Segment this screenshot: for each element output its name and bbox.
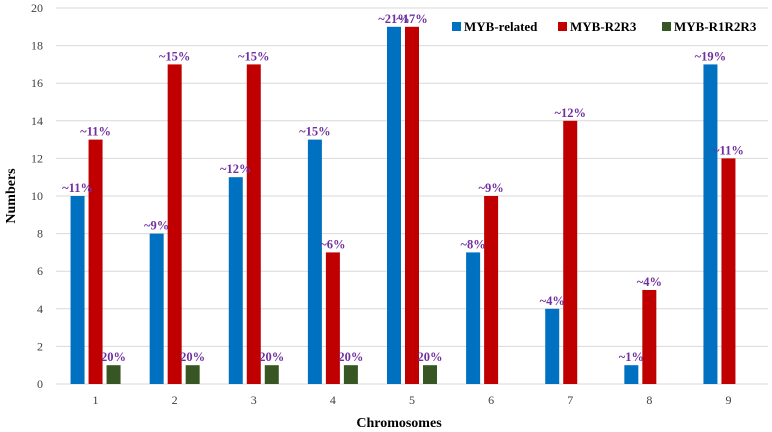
bar-myb-r2r3 [88,139,103,384]
bar-myb-related [228,177,243,384]
y-tick-label: 6 [37,264,43,278]
data-label: ~11% [80,125,111,139]
data-label: ~1% [619,350,644,364]
data-label: ~9% [478,181,503,195]
data-label: ~17% [396,12,428,26]
x-tick-label: 6 [488,393,494,407]
bar-myb-r1r2r3 [185,365,200,384]
x-tick-label: 3 [251,393,257,407]
bars [70,26,736,385]
legend-swatch [662,22,671,31]
data-label: ~4% [637,275,662,289]
bar-myb-r1r2r3 [343,365,358,384]
data-label: 20% [101,350,126,364]
x-axis-label: Chromosomes [356,416,442,431]
data-label: ~12% [554,106,586,120]
y-tick-label: 20 [31,1,43,15]
bar-myb-related [703,64,718,385]
bar-myb-r2r3 [325,252,340,384]
bar-myb-related [545,308,560,384]
data-label: ~12% [220,162,252,176]
x-tick-label: 4 [330,393,336,407]
y-tick-label: 16 [31,76,43,90]
x-tick-label: 7 [567,393,573,407]
legend: MYB-related MYB-R2R3 MYB-R1R2R3 [452,19,757,34]
legend-swatch [558,22,567,31]
legend-entry: MYB-related [464,19,538,34]
data-label: 20% [180,350,205,364]
y-tick-label: 0 [37,377,43,391]
bar-myb-related [149,233,164,384]
data-label: ~4% [540,294,565,308]
data-label: 20% [418,350,443,364]
data-label: ~15% [159,49,191,63]
y-tick-label: 8 [37,227,43,241]
bar-myb-related [466,252,481,384]
x-tick-label: 1 [93,393,99,407]
data-label: ~21% [378,12,410,26]
bar-myb-r2r3 [642,290,657,384]
data-label: 20% [259,350,284,364]
bar-myb-related [387,26,401,385]
legend-swatch [452,22,461,31]
data-label: ~19% [695,49,727,63]
bar-myb-r2r3 [167,64,182,385]
y-tick-label: 4 [37,302,43,316]
bar-myb-r1r2r3 [106,365,121,384]
bar-myb-r2r3 [246,64,261,385]
bar-myb-r2r3 [563,120,578,385]
legend-entry: MYB-R2R3 [570,19,637,34]
data-label: 20% [338,350,363,364]
legend-entry: MYB-R1R2R3 [674,19,757,34]
y-axis-label: Numbers [4,168,19,224]
data-label: ~15% [299,125,331,139]
x-tick-label: 8 [646,393,652,407]
x-tick-labels: 1 2 3 4 5 6 7 8 9 [93,393,732,407]
x-tick-label: 9 [725,393,731,407]
data-label: ~6% [320,237,345,251]
bar-myb-r1r2r3 [423,365,437,384]
bar-myb-r1r2r3 [264,365,279,384]
data-label: ~11% [62,181,93,195]
bar-myb-related [70,196,85,384]
y-tick-label: 18 [31,39,43,53]
data-label: ~11% [713,143,744,157]
bar-myb-r2r3 [405,26,419,385]
data-label: ~15% [238,49,270,63]
bar-myb-related [307,139,322,384]
x-tick-label: 5 [409,393,415,407]
data-labels: ~11% ~11% 20% ~9% ~15% 20% ~12% ~15% 20% ~15% ~6% 2… [62,12,744,364]
y-tick-label: 12 [31,151,43,165]
bar-myb-r2r3 [484,196,499,384]
y-tick-label: 2 [37,339,43,353]
y-tick-label: 10 [31,189,43,203]
data-label: ~9% [144,219,169,233]
bar-myb-r2r3 [721,158,736,384]
data-label: ~8% [460,237,485,251]
x-tick-label: 2 [172,393,178,407]
y-tick-labels: 0 2 4 6 8 10 12 14 16 18 20 [31,1,43,391]
y-tick-label: 14 [31,114,43,128]
bar-myb-related [624,365,639,384]
